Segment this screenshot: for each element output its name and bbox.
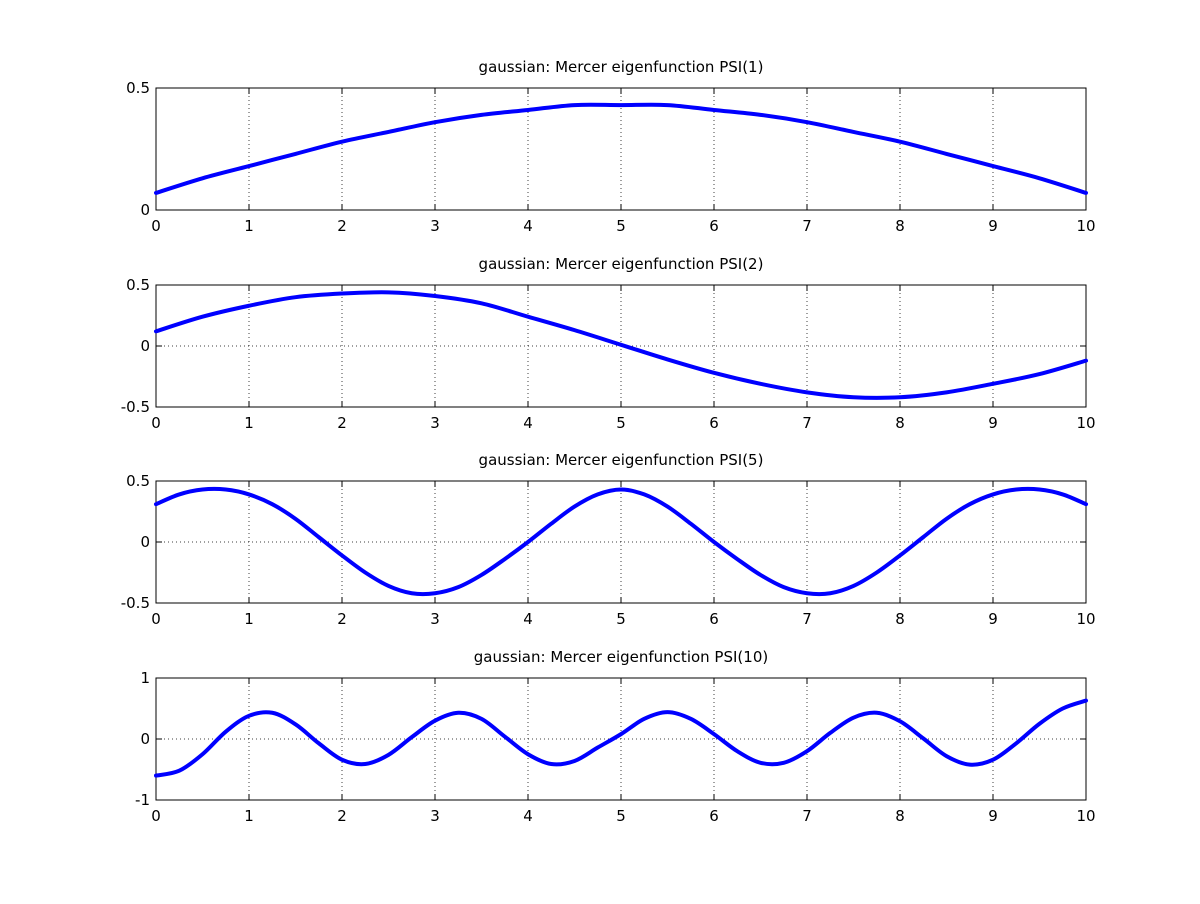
x-tick-label: 8 — [895, 807, 905, 825]
series-line — [154, 290, 1088, 400]
x-tick-label: 1 — [244, 807, 254, 825]
x-tick-label: 3 — [430, 610, 440, 628]
y-tick-label: 0 — [140, 201, 150, 219]
chart-title: gaussian: Mercer eigenfunction PSI(5) — [479, 451, 764, 469]
x-tick-label: 8 — [895, 414, 905, 432]
x-tick-label: 7 — [802, 610, 812, 628]
y-tick-label: -1 — [135, 791, 150, 809]
x-tick-label: 9 — [988, 610, 998, 628]
y-tick-label: -0.5 — [121, 594, 150, 612]
subplot-3: gaussian: Mercer eigenfunction PSI(5) 0 1 2… — [121, 451, 1096, 628]
y-tick-label: 0 — [140, 533, 150, 551]
x-tick-label: 10 — [1076, 807, 1095, 825]
x-tick-label: 0 — [151, 217, 161, 235]
x-tick-label: 3 — [430, 807, 440, 825]
y-tick-label: 0.5 — [126, 79, 150, 97]
x-tick-label: 7 — [802, 414, 812, 432]
subplot-2: gaussian: Mercer eigenfunction PSI(2) 0 1 2… — [121, 255, 1096, 432]
x-tick-label: 1 — [244, 414, 254, 432]
series-line — [154, 698, 1088, 778]
x-tick-label: 5 — [616, 807, 626, 825]
x-tick-label: 1 — [244, 610, 254, 628]
y-tick-label: 0.5 — [126, 276, 150, 294]
y-tick-label: 0 — [140, 337, 150, 355]
chart-title: gaussian: Mercer eigenfunction PSI(2) — [479, 255, 764, 273]
x-tick-label: 10 — [1076, 217, 1095, 235]
x-tick-label: 7 — [802, 217, 812, 235]
x-tick-label: 6 — [709, 807, 719, 825]
x-tick-label: 3 — [430, 217, 440, 235]
x-tick-label: 6 — [709, 610, 719, 628]
subplot-4: gaussian: Mercer eigenfunction PSI(10) 0 1… — [135, 648, 1096, 825]
x-tick-label: 4 — [523, 807, 533, 825]
x-tick-label: 2 — [337, 414, 347, 432]
x-tick-label: 0 — [151, 807, 161, 825]
x-tick-label: 0 — [151, 610, 161, 628]
x-tick-label: 7 — [802, 807, 812, 825]
x-tick-label: 8 — [895, 217, 905, 235]
x-tick-label: 5 — [616, 217, 626, 235]
chart-title: gaussian: Mercer eigenfunction PSI(1) — [479, 58, 764, 76]
x-tick-label: 0 — [151, 414, 161, 432]
y-tick-label: -0.5 — [121, 398, 150, 416]
subplot-1: gaussian: Mercer eigenfunction PSI(1) 0 1 2… — [126, 58, 1095, 235]
x-tick-label: 3 — [430, 414, 440, 432]
y-tick-label: 0 — [140, 730, 150, 748]
y-tick-label: 1 — [140, 669, 150, 687]
series-line — [154, 102, 1088, 195]
x-tick-label: 6 — [709, 217, 719, 235]
x-tick-label: 10 — [1076, 610, 1095, 628]
series-line — [154, 486, 1088, 597]
x-tick-label: 10 — [1076, 414, 1095, 432]
x-tick-label: 9 — [988, 807, 998, 825]
x-tick-label: 2 — [337, 217, 347, 235]
x-tick-label: 9 — [988, 414, 998, 432]
x-tick-label: 5 — [616, 610, 626, 628]
x-tick-label: 2 — [337, 610, 347, 628]
x-tick-label: 4 — [523, 414, 533, 432]
x-tick-label: 1 — [244, 217, 254, 235]
x-tick-label: 4 — [523, 217, 533, 235]
y-tick-label: 0.5 — [126, 472, 150, 490]
x-tick-label: 9 — [988, 217, 998, 235]
x-tick-label: 2 — [337, 807, 347, 825]
x-tick-label: 6 — [709, 414, 719, 432]
x-tick-label: 4 — [523, 610, 533, 628]
x-tick-label: 5 — [616, 414, 626, 432]
chart-title: gaussian: Mercer eigenfunction PSI(10) — [474, 648, 768, 666]
x-tick-label: 8 — [895, 610, 905, 628]
